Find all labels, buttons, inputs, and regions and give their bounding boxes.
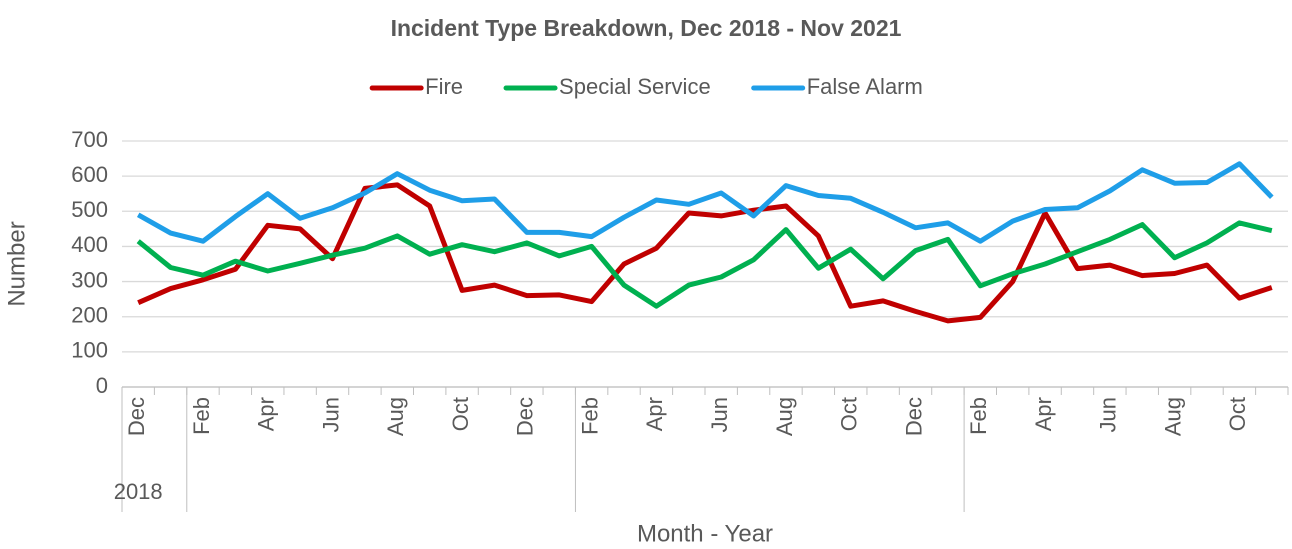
x-tick-label: Aug [772,397,797,436]
x-tick-label: Aug [1160,397,1185,436]
x-tick-label: Jun [318,397,343,432]
x-axis-label: Month - Year [637,520,773,547]
x-tick-label: Jun [707,397,732,432]
legend-label: False Alarm [807,74,923,99]
x-tick-label: Dec [513,397,538,436]
x-tick-label: Feb [577,397,602,435]
series-line [136,161,1274,244]
y-tick-label: 600 [71,162,108,187]
x-tick-label: Jun [1096,397,1121,432]
y-tick-label: 700 [71,127,108,152]
y-tick-label: 400 [71,232,108,257]
x-tick-label: Feb [966,397,991,435]
x-tick-label: Apr [1031,397,1056,431]
x-tick-label: Dec [901,397,926,436]
legend-label: Special Service [559,74,711,99]
x-tick-label: Apr [254,397,279,431]
series-line [136,220,1273,309]
y-tick-label: 500 [71,197,108,222]
y-tick-label: 0 [96,373,108,398]
x-tick-label: Oct [448,397,473,431]
legend-label: Fire [425,74,463,99]
x-tick-label: Aug [383,397,408,436]
group-label: 2018 [114,479,163,504]
x-tick-label: Apr [642,397,667,431]
y-axis-label: Number [3,221,30,306]
y-tick-label: 100 [71,338,108,363]
x-tick-label: Feb [189,397,214,435]
series-line [137,182,1273,324]
chart-title: Incident Type Breakdown, Dec 2018 - Nov … [391,15,902,41]
y-tick-label: 300 [71,267,108,292]
x-tick-label: Oct [1225,397,1250,431]
x-tick-label: Oct [837,397,862,431]
x-tick-label: Dec [124,397,149,436]
y-tick-label: 200 [71,303,108,328]
